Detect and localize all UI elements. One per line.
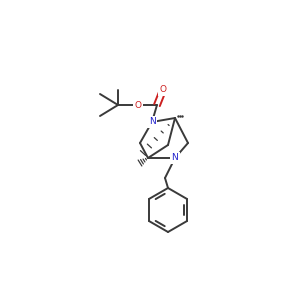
Text: N: N: [148, 118, 155, 127]
Text: N: N: [172, 154, 178, 163]
Text: O: O: [160, 85, 167, 94]
Text: O: O: [134, 100, 142, 109]
